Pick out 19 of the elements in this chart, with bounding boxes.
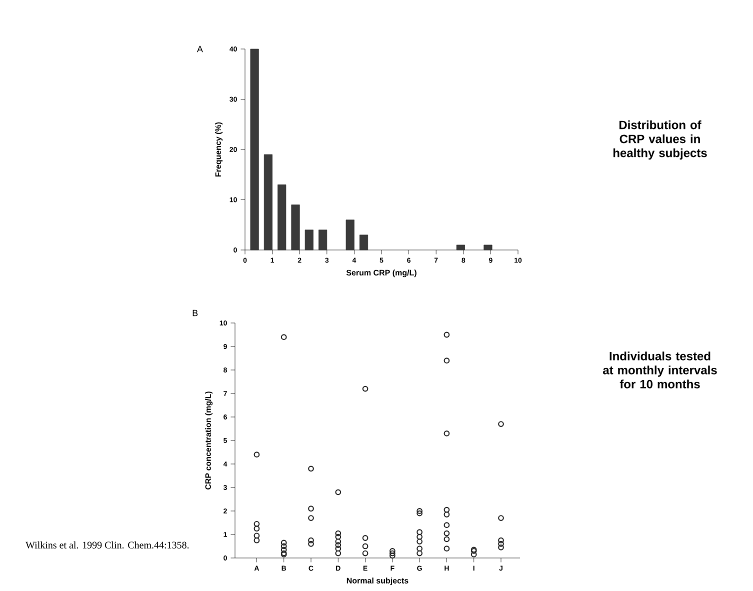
bar <box>304 230 314 250</box>
text: Individuals tested at monthly intervals for 10 months <box>603 352 717 388</box>
bar <box>318 230 328 250</box>
bar <box>264 154 273 250</box>
bar <box>250 48 259 250</box>
bar <box>291 204 300 250</box>
bar <box>484 244 492 250</box>
text: Distribution of CRP values in healthy subjects <box>613 120 707 160</box>
x-axis-title: Normal subjects <box>346 578 408 586</box>
y-axis-title: CRP concentration (mg/L) <box>205 392 213 490</box>
y-axis-title: Frequency (%) <box>215 122 223 177</box>
text: Wilkins et al. 1999 Clin. Chem.44:1358. <box>26 541 189 549</box>
x-axis-title: Serum CRP (mg/L) <box>346 270 416 278</box>
bar <box>346 220 354 250</box>
bar <box>278 184 286 250</box>
bar <box>359 234 368 250</box>
chart-title: A <box>196 46 203 52</box>
bar <box>456 244 465 250</box>
chart-title: B <box>192 310 198 316</box>
